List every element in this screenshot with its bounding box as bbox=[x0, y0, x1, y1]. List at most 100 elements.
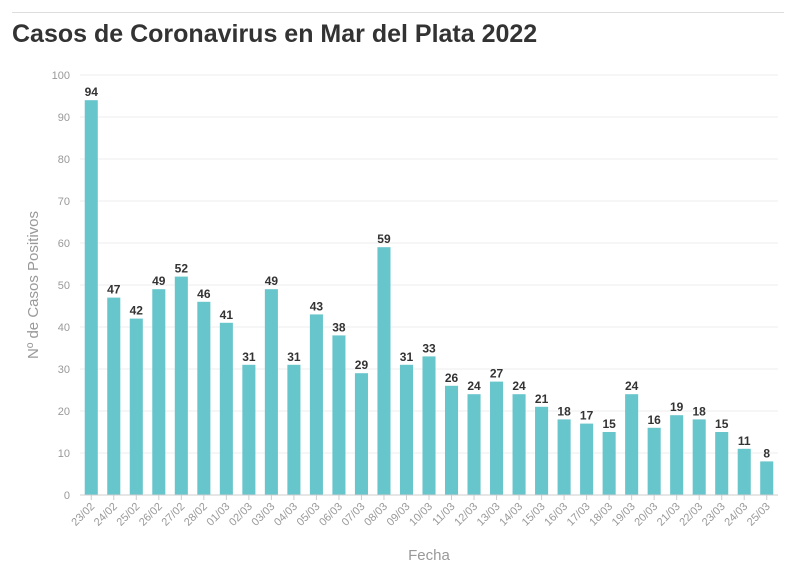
x-tick-label: 23/03 bbox=[700, 501, 728, 529]
bar bbox=[557, 419, 571, 495]
y-tick-label: 50 bbox=[58, 280, 70, 292]
y-tick-label: 70 bbox=[58, 196, 70, 208]
chart-title: Casos de Coronavirus en Mar del Plata 20… bbox=[12, 20, 538, 48]
bar bbox=[737, 448, 751, 495]
y-tick-label: 0 bbox=[64, 490, 70, 502]
x-tick-label: 08/03 bbox=[362, 501, 390, 529]
x-tick-label: 25/03 bbox=[745, 501, 773, 529]
bar-value-label: 42 bbox=[130, 304, 144, 318]
bar-value-label: 59 bbox=[377, 232, 391, 246]
bar bbox=[377, 247, 391, 495]
x-tick-label: 05/03 bbox=[295, 501, 323, 529]
bar-value-label: 21 bbox=[535, 392, 549, 406]
bar bbox=[152, 289, 166, 495]
bar-value-label: 31 bbox=[242, 350, 256, 364]
x-tick-label: 25/02 bbox=[114, 501, 142, 529]
y-tick-label: 40 bbox=[58, 322, 70, 334]
bar-value-label: 47 bbox=[107, 283, 121, 297]
bar-value-label: 46 bbox=[197, 287, 211, 301]
y-axis-title: Nº de Casos Positivos bbox=[25, 211, 42, 359]
bar bbox=[174, 276, 188, 495]
y-tick-label: 10 bbox=[58, 448, 70, 460]
bar bbox=[647, 427, 661, 495]
bar bbox=[602, 432, 616, 495]
bar bbox=[467, 394, 481, 495]
bar bbox=[264, 289, 278, 495]
bar bbox=[129, 318, 143, 495]
x-tick-label: 12/03 bbox=[452, 501, 480, 529]
x-tick-label: 23/02 bbox=[69, 501, 97, 529]
x-tick-label: 19/03 bbox=[610, 501, 638, 529]
y-tick-label: 60 bbox=[58, 238, 70, 250]
bar-value-label: 31 bbox=[400, 350, 414, 364]
bar bbox=[490, 381, 504, 495]
bar bbox=[242, 364, 256, 495]
bar bbox=[715, 432, 729, 495]
bar-value-label: 16 bbox=[647, 413, 661, 427]
bar-value-label: 31 bbox=[287, 350, 301, 364]
bar-value-label: 19 bbox=[670, 400, 684, 414]
bar-value-label: 26 bbox=[445, 371, 459, 385]
bar bbox=[422, 356, 436, 495]
bar-value-label: 18 bbox=[693, 404, 707, 418]
bar-value-label: 15 bbox=[715, 417, 729, 431]
x-tick-label: 04/03 bbox=[272, 501, 300, 529]
bar-value-label: 27 bbox=[490, 367, 504, 381]
bar-value-label: 52 bbox=[175, 262, 189, 276]
y-tick-label: 100 bbox=[52, 70, 70, 82]
bar bbox=[692, 419, 706, 495]
bar bbox=[760, 461, 774, 495]
bar-value-label: 11 bbox=[738, 434, 751, 448]
x-tick-label: 26/02 bbox=[137, 501, 165, 529]
bar-value-label: 15 bbox=[602, 417, 616, 431]
y-tick-label: 90 bbox=[58, 112, 70, 124]
bar-value-label: 41 bbox=[220, 308, 234, 322]
x-tick-label: 24/02 bbox=[92, 501, 120, 529]
bar-value-label: 38 bbox=[332, 320, 346, 334]
x-tick-label: 01/03 bbox=[205, 501, 233, 529]
bar-value-label: 18 bbox=[557, 404, 571, 418]
x-tick-label: 03/03 bbox=[250, 501, 278, 529]
bar-value-label: 17 bbox=[580, 409, 594, 423]
top-divider bbox=[12, 12, 784, 13]
y-tick-label: 30 bbox=[58, 364, 70, 376]
x-tick-label: 27/02 bbox=[159, 501, 187, 529]
bar bbox=[354, 373, 368, 495]
bar bbox=[197, 301, 211, 495]
x-tick-label: 09/03 bbox=[385, 501, 413, 529]
bar-value-label: 49 bbox=[152, 274, 166, 288]
x-tick-label: 20/03 bbox=[632, 501, 660, 529]
bar-value-label: 29 bbox=[355, 358, 369, 372]
x-tick-label: 11/03 bbox=[430, 501, 457, 528]
x-axis-title: Fecha bbox=[408, 547, 450, 564]
bar bbox=[107, 297, 121, 495]
value-labels: 94 47 42 49 52 46 41 31 49 31 43 38 29 59 31 33 26 24 27 24… bbox=[85, 85, 771, 460]
bar-value-label: 8 bbox=[763, 446, 770, 460]
bar bbox=[84, 100, 98, 495]
bar bbox=[332, 335, 346, 495]
bar-value-label: 43 bbox=[310, 299, 324, 313]
bar bbox=[444, 385, 459, 495]
bar bbox=[309, 314, 323, 495]
bar bbox=[535, 406, 549, 495]
bar bbox=[625, 394, 639, 495]
x-tick-label: 28/02 bbox=[182, 501, 210, 529]
y-tick-label: 80 bbox=[58, 154, 70, 166]
x-tick-label: 13/03 bbox=[475, 501, 503, 529]
bar bbox=[580, 423, 594, 495]
x-tick-label: 06/03 bbox=[317, 501, 345, 529]
bar-value-label: 24 bbox=[512, 379, 526, 393]
x-tick-label: 21/03 bbox=[655, 501, 683, 529]
x-tick-label: 18/03 bbox=[587, 501, 615, 529]
bar bbox=[512, 394, 526, 495]
x-tick-label: 15/03 bbox=[520, 501, 548, 529]
bar bbox=[287, 364, 301, 495]
x-tick-label: 14/03 bbox=[497, 501, 525, 529]
x-tick-label: 16/03 bbox=[542, 501, 570, 529]
bar-value-label: 94 bbox=[85, 85, 99, 99]
bar-value-label: 24 bbox=[467, 379, 481, 393]
x-tick-label: 24/03 bbox=[722, 501, 750, 529]
bars bbox=[84, 100, 774, 495]
bar bbox=[670, 415, 684, 495]
